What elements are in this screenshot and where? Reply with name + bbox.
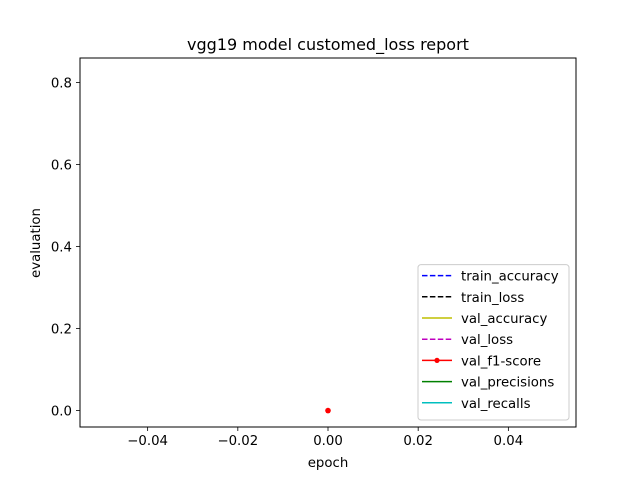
legend-label-val_loss: val_loss [461,333,513,348]
legend-label-train_loss: train_loss [461,291,524,306]
x-tick-label: −0.02 [217,434,258,449]
legend-label-val_accuracy: val_accuracy [461,312,547,327]
y-axis-label: evaluation [29,208,44,278]
y-tick-label: 0.4 [51,241,72,256]
x-axis-label: epoch [308,456,349,471]
y-tick-label: 0.6 [51,159,72,174]
legend-label-val_precisions: val_precisions [461,376,554,391]
x-tick-label: 0.04 [494,434,524,449]
x-tick-label: 0.02 [403,434,433,449]
x-tick-label: −0.04 [127,434,168,449]
legend-box [417,264,570,421]
legend-label-val_f1-score: val_f1-score [461,354,541,369]
x-tick-label: 0.00 [313,434,343,449]
legend-label-train_accuracy: train_accuracy [461,270,559,285]
y-tick-label: 0.2 [51,323,72,338]
legend-marker-val_f1-score [434,357,440,363]
chart-title: vgg19 model customed_loss report [187,35,469,55]
y-tick-label: 0.8 [51,77,72,92]
data-marks [325,407,331,414]
x-axis: −0.04 −0.02 0.00 0.02 0.04 [127,427,523,449]
y-axis: 0.0 0.2 0.4 0.6 0.8 [51,77,80,420]
data-point-val_f1-score [325,407,331,414]
legend: train_accuracy train_loss val_accuracy val_… [417,264,570,421]
legend-label-val_recalls: val_recalls [461,397,531,412]
y-tick-label: 0.0 [51,405,72,420]
